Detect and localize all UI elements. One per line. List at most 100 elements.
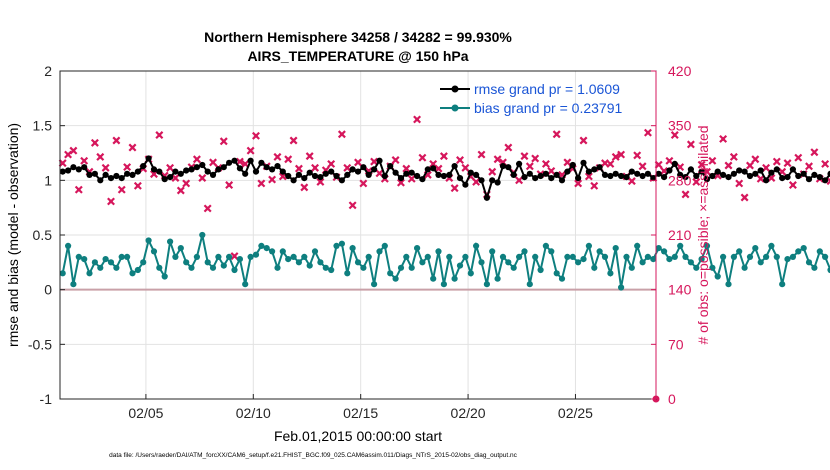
obs-count-marker: [541, 159, 550, 168]
obs-count-marker: [107, 197, 115, 206]
obs-count-marker: [268, 175, 277, 184]
y-tick-label: -1: [40, 391, 53, 407]
x-tick-label: 02/25: [558, 405, 593, 421]
rmse-point: [816, 174, 823, 181]
rmse-point: [322, 170, 329, 177]
bias-point: [365, 253, 372, 260]
obs-count-marker: [182, 179, 191, 188]
bias-point: [451, 275, 458, 282]
y2-tick-label: 70: [668, 336, 684, 352]
obs-marker-core: [436, 166, 441, 171]
obs-marker-core: [168, 166, 172, 170]
obs-count-marker: [456, 156, 464, 165]
obs-marker-core: [490, 169, 495, 174]
bias-point: [473, 242, 480, 249]
obs-marker-core: [640, 164, 645, 169]
obs-marker-core: [705, 169, 709, 174]
obs-marker-core: [426, 173, 430, 177]
bias-point: [75, 253, 82, 260]
bias-point: [419, 259, 426, 266]
obs-marker-core: [238, 159, 242, 164]
obs-count-marker: [348, 201, 357, 210]
obs-count-marker: [311, 163, 320, 172]
obs-marker-core: [683, 192, 688, 197]
rmse-point: [671, 160, 678, 167]
obs-marker-core: [667, 159, 672, 163]
bias-point: [301, 253, 308, 260]
obs-count-marker: [751, 155, 760, 164]
rmse-point: [768, 169, 775, 176]
rmse-point: [65, 167, 72, 174]
rmse-point: [161, 176, 168, 183]
rmse-point: [709, 172, 716, 180]
obs-marker-core: [732, 155, 736, 159]
bias-point: [677, 242, 684, 249]
y2-tick-label: 0: [668, 391, 676, 407]
bias-point: [601, 253, 609, 260]
rmse-point: [763, 177, 770, 184]
bias-point: [650, 256, 657, 263]
obs-marker-core: [656, 162, 661, 167]
bias-point: [145, 237, 152, 244]
rmse-point: [827, 170, 830, 177]
obs-marker-core: [769, 176, 774, 180]
obs-marker-core: [715, 173, 720, 178]
bias-point: [183, 259, 190, 266]
obs-count-marker: [289, 136, 298, 145]
rmse-point: [811, 171, 818, 178]
bias-point: [709, 264, 716, 271]
bias-point: [156, 264, 163, 271]
rmse-point: [580, 159, 587, 166]
rmse-point: [478, 177, 485, 184]
rmse-point: [655, 170, 662, 177]
obs-marker-core: [737, 181, 742, 186]
obs-marker-core: [807, 164, 811, 169]
obs-marker-core: [812, 150, 817, 155]
legend-rmse-marker: [451, 85, 459, 93]
rmse-point: [666, 167, 673, 174]
obs-count-marker: [783, 159, 792, 168]
obs-marker-core: [796, 155, 801, 160]
obs-marker-core: [495, 157, 500, 162]
bias-point: [827, 266, 830, 274]
rmse-point: [720, 171, 727, 178]
obs-marker-core: [313, 166, 317, 170]
obs-count-marker: [617, 150, 626, 159]
rmse-point: [371, 166, 378, 173]
obs-count-marker: [525, 162, 534, 171]
x-tick-label: 02/10: [236, 405, 271, 421]
rmse-point: [601, 171, 609, 178]
rmse-point: [354, 168, 362, 175]
x-axis-label: Feb.01,2015 00:00:00 start: [274, 428, 442, 444]
rmse-point: [150, 166, 158, 173]
obs-count-marker: [794, 153, 803, 162]
obs-count-marker: [203, 204, 212, 213]
rmse-point: [129, 171, 136, 178]
rmse-point: [682, 174, 689, 181]
x-axis-ticks: 02/05 02/10 02/15 02/20 02/25: [128, 394, 593, 421]
bias-point: [628, 264, 635, 271]
bias-point: [510, 264, 517, 271]
rmse-point: [113, 172, 120, 180]
rmse-point: [435, 171, 442, 178]
rmse-point: [451, 163, 458, 170]
obs-count-marker: [219, 137, 228, 146]
bias-point: [752, 245, 759, 252]
rmse-point: [91, 170, 98, 177]
obs-marker-core: [366, 169, 371, 173]
obs-marker-core: [114, 138, 119, 143]
y-axis-ticks: -1 -0.5 0 0.5 1 1.5 2: [28, 63, 65, 407]
rmse-point: [424, 166, 431, 173]
rmse-point: [795, 172, 802, 180]
obs-count-marker: [413, 115, 422, 124]
bias-point: [430, 275, 437, 282]
obs-count-marker: [740, 193, 749, 202]
rmse-point: [521, 174, 528, 181]
obs-count-marker: [772, 157, 781, 166]
rmse-point: [618, 172, 625, 180]
rmse-point: [140, 163, 147, 170]
bias-point: [102, 256, 109, 263]
bias-point: [671, 253, 678, 260]
obs-count-marker: [477, 150, 486, 159]
bias-point: [317, 259, 324, 266]
